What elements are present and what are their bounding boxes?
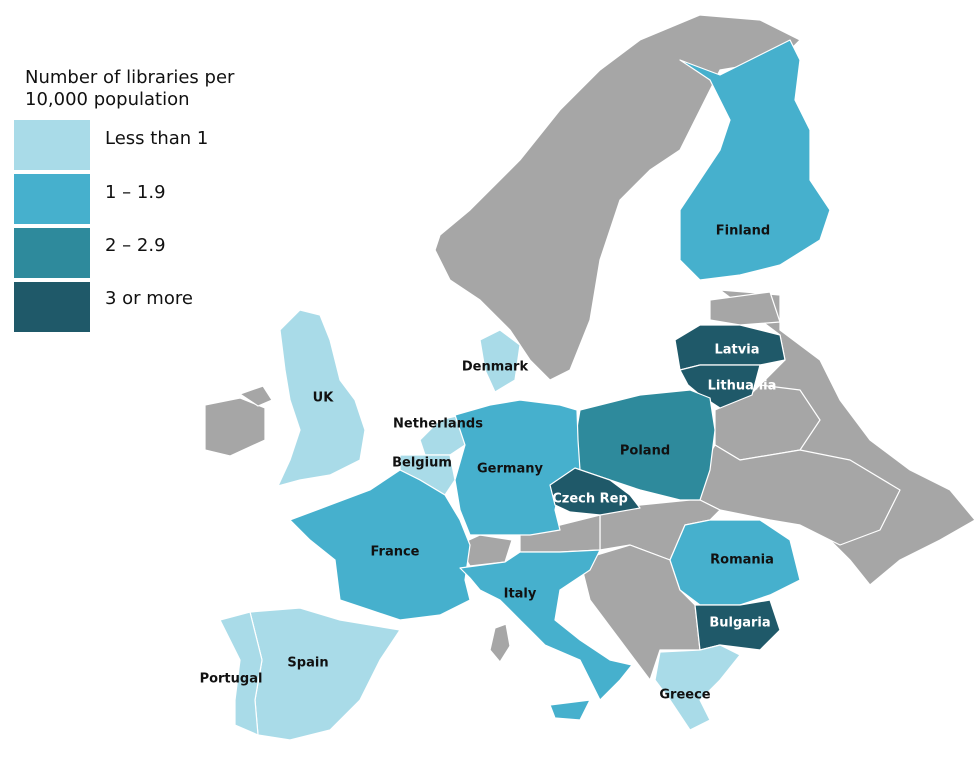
country-label: Germany [477,462,543,477]
country-label: Finland [716,224,770,239]
country-label: Italy [504,587,537,602]
country-shape [454,399,581,536]
estonia [709,291,781,326]
country-label: Netherlands [393,417,483,432]
scandinavia [434,14,801,381]
country-label: Czech Rep [552,492,628,507]
country-shape [654,644,741,731]
country-shape [249,607,401,741]
country-label: Lithuania [708,379,777,394]
country-label: Greece [659,688,710,703]
country-label: Denmark [462,360,529,375]
country-shape [549,699,591,721]
country-label: France [370,545,419,560]
country-shape [479,329,521,393]
legend-swatch [14,174,90,224]
legend-swatch [14,228,90,278]
country-label: Poland [620,444,670,459]
country-label: Belgium [392,456,452,471]
country-shape [669,519,801,606]
legend-swatch [14,282,90,332]
legend: Number of libraries per 10,000 populatio… [14,67,235,332]
country-shape [679,39,831,281]
legend-label: Less than 1 [105,128,208,149]
country-label: Romania [710,553,774,568]
country-label: Latvia [715,343,760,358]
country-shape [459,549,633,701]
country-shape [277,309,366,487]
ireland [204,397,266,457]
legend-title: Number of libraries per [25,67,235,88]
country-shape [679,364,761,409]
legend-title: 10,000 population [25,89,190,110]
country-shape [289,469,471,621]
legend-label: 2 – 2.9 [105,235,166,256]
land [204,14,976,741]
sardinia [489,623,511,663]
country-label: Spain [287,656,328,671]
country-label: Portugal [200,672,263,687]
n-ireland-uk [239,385,273,407]
country-shape [219,611,263,736]
legend-swatch [14,120,90,170]
country-labels: Finland Latvia Lithuania Denmark UK Neth… [200,224,777,703]
country-label: UK [313,391,335,406]
country-label: Bulgaria [709,616,770,631]
legend-label: 3 or more [105,288,193,309]
country-shape [549,467,641,516]
legend-label: 1 – 1.9 [105,182,166,203]
